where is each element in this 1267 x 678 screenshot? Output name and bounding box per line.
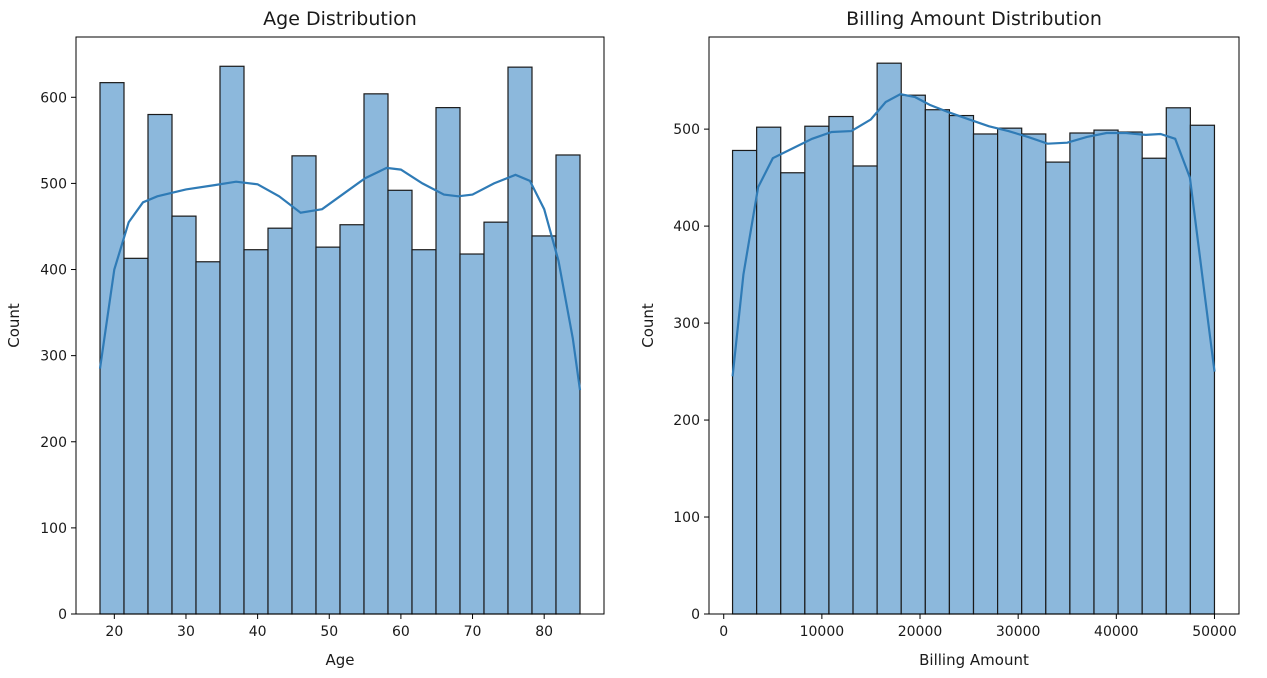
chart-title: Billing Amount Distribution: [846, 8, 1102, 30]
x-tick-label: 0: [719, 624, 728, 640]
x-tick-label: 30: [177, 624, 195, 640]
y-tick-label: 300: [40, 349, 67, 365]
y-tick-label: 300: [673, 316, 700, 332]
histogram-bar: [555, 154, 581, 615]
histogram-bar: [267, 227, 293, 615]
histogram-bar: [1093, 129, 1119, 615]
histogram-bar: [171, 215, 197, 615]
histogram-bar: [315, 246, 341, 615]
histogram-bar: [1117, 131, 1143, 615]
histogram-bar: [459, 253, 485, 615]
histogram-bar: [507, 66, 533, 615]
histogram-bar: [900, 94, 926, 615]
chart-title: Age Distribution: [263, 8, 417, 30]
histogram-bar: [1069, 132, 1095, 615]
x-axis-label: Billing Amount: [919, 651, 1029, 669]
histogram-bar: [731, 149, 758, 615]
y-tick-label: 200: [40, 435, 67, 451]
y-tick-label: 100: [673, 510, 700, 526]
histogram-bar: [195, 261, 221, 615]
y-axis-label: Count: [639, 303, 657, 348]
y-tick-label: 200: [673, 413, 700, 429]
histogram-bar: [1189, 124, 1216, 615]
x-tick-label: 30000: [996, 624, 1041, 640]
histogram-bar: [948, 114, 975, 615]
x-tick-label: 40: [249, 624, 267, 640]
y-tick-label: 600: [40, 90, 67, 106]
x-tick-label: 70: [464, 624, 482, 640]
y-axis-label: Count: [5, 303, 23, 348]
kde-line: [98, 166, 582, 391]
histogram-bar: [852, 165, 878, 615]
x-axis-label: Age: [325, 651, 354, 669]
histogram-bar: [756, 126, 782, 615]
histogram-bar: [363, 93, 389, 615]
y-tick-label: 400: [40, 263, 67, 279]
histogram-bar: [123, 257, 149, 615]
histogram-bar: [997, 127, 1023, 615]
histogram-bar: [1021, 133, 1047, 615]
plot-frame: [708, 36, 1240, 615]
x-tick-label: 50000: [1192, 624, 1237, 640]
histogram-bar: [780, 172, 806, 615]
y-tick-label: 100: [40, 521, 67, 537]
histogram-bar: [531, 235, 557, 615]
y-tick-label: 500: [673, 122, 700, 138]
histogram-bar: [828, 115, 854, 615]
chart-panel-2: 0 10000 20000 30000 40000 50000 0 100 200 300 400 5…: [639, 8, 1240, 669]
y-tick-label: 0: [691, 607, 700, 623]
x-tick-label: 20000: [898, 624, 943, 640]
histogram-bar: [147, 113, 173, 615]
x-tick-label: 40000: [1094, 624, 1139, 640]
histogram-bar: [339, 224, 365, 615]
histogram-bar: [243, 249, 269, 615]
histogram-bar: [483, 221, 509, 615]
y-tick-label: 500: [40, 176, 67, 192]
histogram-bar: [291, 155, 317, 615]
x-tick-label: 50: [320, 624, 338, 640]
histogram-bar: [435, 107, 461, 615]
histogram-bar: [1165, 107, 1191, 615]
histogram-bar: [1045, 161, 1071, 615]
histogram-bar: [924, 109, 951, 615]
histogram-bar: [1141, 157, 1167, 615]
kde-line: [731, 93, 1216, 377]
chart-panel-1: 20 30 40 50 60 70 80 0 100 200 300 400 500 600 Age Dis…: [5, 8, 605, 669]
x-tick-label: 60: [392, 624, 410, 640]
x-tick-label: 10000: [800, 624, 845, 640]
histogram-bar: [411, 249, 437, 615]
histogram-bar: [387, 189, 413, 615]
x-tick-label: 80: [535, 624, 553, 640]
histogram-bar: [804, 125, 830, 615]
y-tick-label: 400: [673, 219, 700, 235]
y-tick-label: 0: [58, 607, 67, 623]
histogram-bar: [972, 133, 999, 615]
plot-frame: [75, 36, 605, 615]
histogram-bar: [219, 65, 245, 615]
x-tick-label: 20: [105, 624, 123, 640]
histogram-bar: [876, 62, 902, 615]
